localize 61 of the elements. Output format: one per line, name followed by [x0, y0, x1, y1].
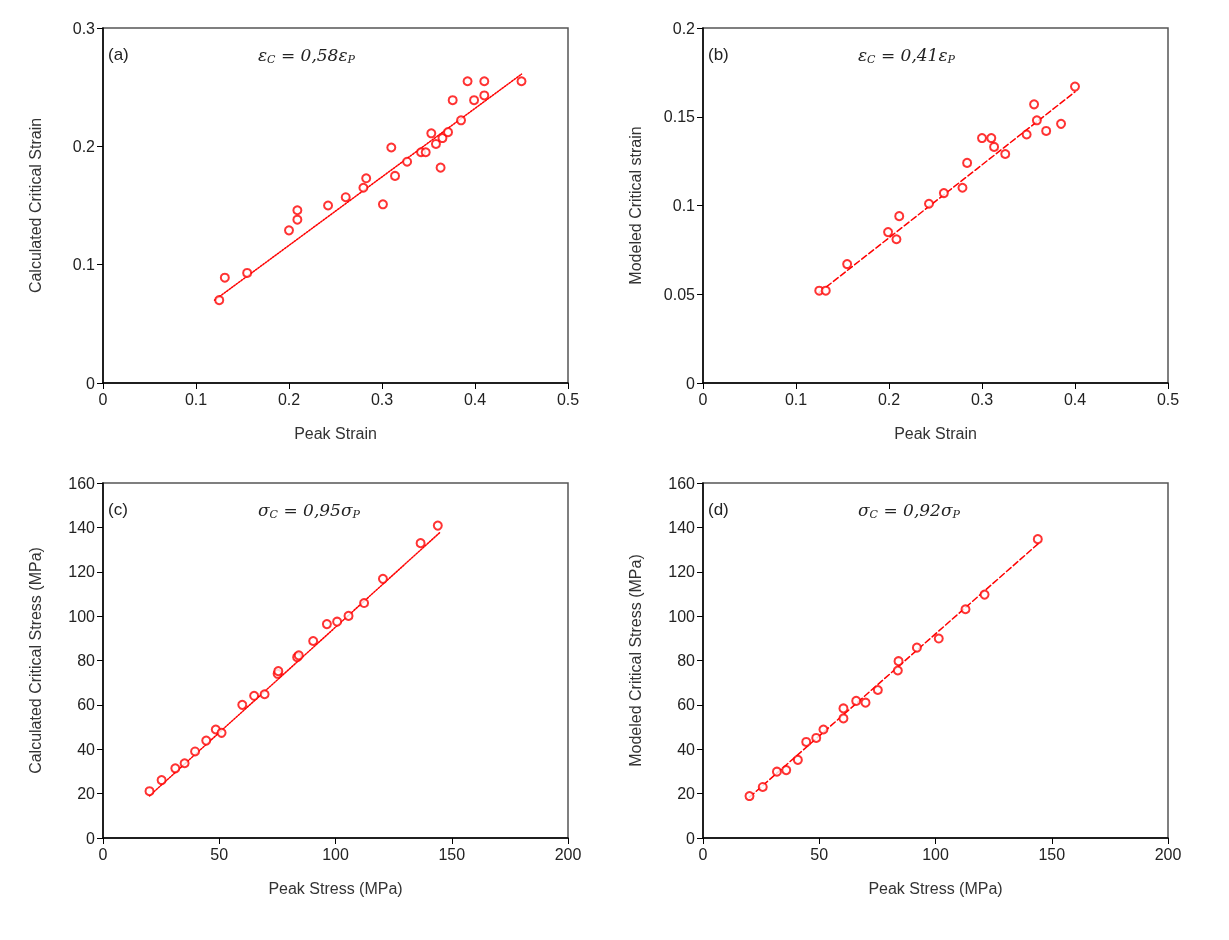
x-tick-label: 100 [922, 845, 949, 863]
y-tick-label: 0.2 [72, 137, 96, 155]
y-tick-label: 0.3 [72, 19, 96, 37]
y-tick-label: 100 [68, 607, 96, 625]
x-tick-label: 0.3 [370, 390, 394, 408]
y-tick-label: 0 [86, 374, 96, 392]
y-tick-label: 40 [77, 740, 96, 758]
x-tick-label: 0.4 [463, 390, 487, 408]
y-axis-title: Modeled Critical Stress (MPa) [626, 554, 644, 767]
y-tick-label: 0 [686, 829, 696, 847]
x-axis-title: Peak Stress (MPa) [268, 879, 403, 897]
y-tick-label: 20 [77, 785, 96, 803]
y-tick-label: 40 [677, 740, 696, 758]
x-tick-label: 0.1 [784, 390, 808, 408]
x-tick-label: 0 [98, 390, 108, 408]
y-tick-label: 0.15 [663, 108, 696, 126]
y-tick-label: 0.2 [672, 19, 696, 37]
x-tick-label: 150 [1038, 845, 1066, 863]
annotation: (a) [108, 45, 129, 64]
x-tick-label: 200 [554, 845, 582, 863]
y-tick-label: 60 [677, 696, 696, 714]
y-tick-label: 100 [668, 607, 696, 625]
x-tick-label: 0 [98, 845, 108, 863]
x-tick-label: 0.5 [1156, 390, 1180, 408]
x-tick-label: 0.4 [1063, 390, 1087, 408]
x-tick-label: 150 [438, 845, 466, 863]
x-tick-label: 200 [1154, 845, 1182, 863]
x-tick-label: 0 [698, 390, 708, 408]
y-tick-label: 140 [668, 518, 696, 536]
y-tick-label: 160 [668, 474, 696, 492]
x-tick-label: 50 [210, 845, 229, 863]
y-tick-label: 120 [668, 563, 696, 581]
y-tick-label: 0.1 [672, 197, 696, 214]
x-tick-label: 0.3 [970, 390, 994, 408]
y-axis-title: Modeled Critical strain [626, 126, 644, 285]
x-axis-title: Peak Strain [894, 424, 977, 442]
y-tick-label: 0 [86, 829, 96, 847]
x-tick-label: 100 [322, 845, 349, 863]
y-axis-title: Calculated Critical Stress (MPa) [26, 547, 44, 774]
annotation: (b) [708, 45, 729, 64]
y-axis-title: Calculated Critical Strain [26, 117, 44, 294]
x-axis-title: Peak Strain [294, 424, 377, 442]
y-tick-label: 80 [677, 652, 696, 669]
x-tick-label: 0.2 [877, 390, 901, 408]
y-tick-label: 0.05 [663, 285, 696, 303]
annotation: (d) [708, 500, 729, 519]
y-tick-label: 120 [68, 563, 96, 581]
y-tick-label: 60 [77, 696, 96, 714]
x-axis-title: Peak Stress (MPa) [868, 879, 1003, 897]
y-tick-label: 0.1 [72, 256, 96, 274]
y-tick-label: 80 [77, 652, 96, 669]
x-tick-label: 50 [810, 845, 829, 863]
x-tick-label: 0.5 [556, 390, 580, 408]
y-tick-label: 20 [677, 785, 696, 803]
x-tick-label: 0.2 [277, 390, 301, 408]
x-tick-label: 0.1 [184, 390, 208, 408]
y-tick-label: 0 [686, 374, 696, 392]
annotation: (c) [108, 500, 128, 519]
x-tick-label: 0 [698, 845, 708, 863]
y-tick-label: 160 [68, 474, 96, 492]
y-tick-label: 140 [68, 518, 96, 536]
